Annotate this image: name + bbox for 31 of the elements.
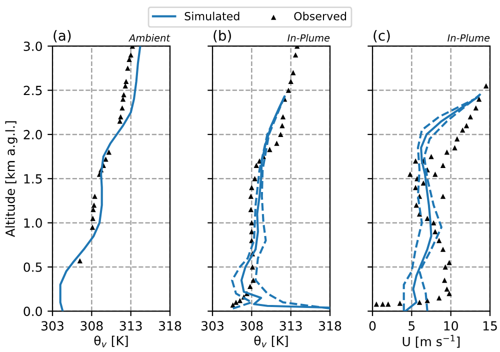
x-tick-label: 308: [80, 321, 103, 331]
x-tick-label: 308: [240, 321, 263, 331]
chart-subtitle: In-Plume: [288, 34, 330, 42]
x-tick-label: 313: [120, 321, 142, 331]
y-tick-label: 2.5: [24, 86, 42, 96]
x-tick-label: 318: [319, 321, 342, 331]
chart-title: (c): [374, 30, 390, 42]
x-tick-label: 0: [369, 321, 376, 331]
y-axis-title: Altitude [km a.g.l.]: [5, 121, 18, 238]
chart-subtitle: In-Plume: [448, 34, 490, 42]
y-tick-label: 2.0: [24, 130, 42, 140]
x-tick-label: 15: [483, 321, 497, 331]
x-tick-label: 303: [202, 321, 224, 331]
chart-subtitle: Ambient: [128, 34, 170, 42]
y-tick-label: 1.5: [24, 174, 42, 184]
x-axis-title: θ$_{v}$ [K]: [94, 336, 128, 348]
y-tick-label: 0.0: [24, 306, 42, 316]
x-axis-title: U [m s$^{−1}$]: [402, 334, 460, 348]
y-tick-label: 1.0: [24, 218, 42, 228]
x-tick-label: 10: [444, 321, 458, 331]
legend-label: Simulated: [184, 12, 240, 20]
x-tick-label: 303: [42, 321, 64, 331]
x-axis-title: θ$_{v}$ [K]: [254, 336, 288, 348]
x-tick-label: 5: [408, 321, 415, 331]
chart-title: (b): [214, 30, 231, 42]
x-tick-label: 313: [280, 321, 302, 331]
chart-title: (a): [54, 30, 71, 42]
y-tick-label: 3.0: [24, 42, 42, 52]
legend-label: Observed: [294, 12, 346, 20]
y-tick-label: 0.5: [24, 262, 42, 272]
x-tick-label: 318: [159, 321, 182, 331]
